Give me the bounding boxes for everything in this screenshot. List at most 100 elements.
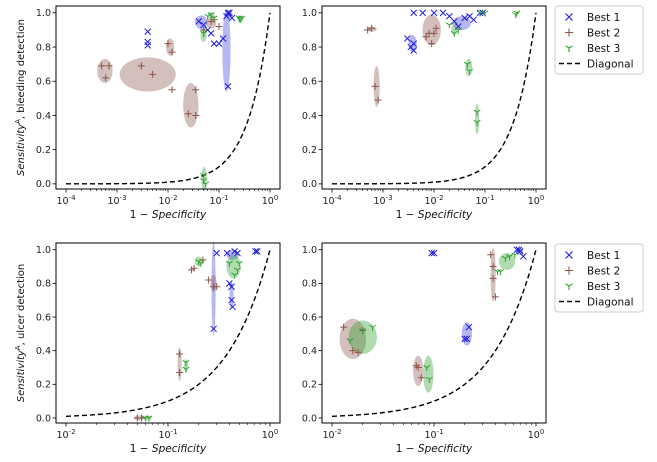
data-point [223,12,230,20]
data-point [461,335,469,343]
data-point [364,26,372,34]
series-best-2 [133,256,221,422]
legend-label: Best 2 [587,27,620,39]
data-point [228,14,236,22]
legend-marker [565,266,573,275]
confidence-ellipse [166,38,175,56]
data-point [466,68,474,75]
x-axis-label: 1 − Specificity [130,443,207,455]
data-point [144,28,152,36]
confidence-ellipse [422,14,441,46]
y-tick-label: 0.0 [302,413,317,424]
data-point [430,9,438,17]
confidence-ellipse [475,103,480,135]
x-tick-label: 10-2 [158,194,177,207]
series-best-3 [141,259,243,422]
y-tick-label: 1.0 [302,245,317,256]
data-point [445,12,453,20]
legend-label: Diagonal [587,296,634,308]
data-point [422,33,430,41]
data-point [410,47,418,54]
data-point [439,9,447,17]
data-point [511,252,519,259]
data-point [197,260,205,267]
data-point [200,26,208,34]
confidence-ellipse [465,59,473,77]
legend-marker [565,13,573,21]
data-point [349,347,357,355]
confidence-ellipse [222,9,231,92]
y-tick-label: 0.0 [36,413,51,424]
legend: Best 1 Best 2 Best 3 Diagonal [554,243,644,313]
diagonal-line [332,12,537,185]
x-tick-label: 10-1 [475,194,494,207]
ellipse-layer [339,248,524,393]
data-point [192,111,200,119]
data-point [425,376,433,383]
data-point [463,61,471,68]
y-tick-label: 0.6 [36,312,51,323]
x-tick-label: 100 [528,428,545,441]
y-axis-label: SensitivityA, bleeding detection [14,19,27,176]
data-point [419,9,427,17]
data-point [190,264,198,272]
data-point [371,82,379,90]
y-tick-label: 0.8 [36,279,51,290]
confidence-ellipse [498,253,516,270]
diagonal-line [331,249,537,417]
legend-marker [565,283,573,290]
data-point [210,40,218,47]
data-point [176,369,184,377]
data-point [210,325,217,333]
y-tick-label: 0.8 [36,42,51,53]
y-tick-label: 0.0 [36,179,51,190]
data-point [423,365,431,372]
data-point [481,10,489,17]
data-point [137,62,145,70]
data-point [497,269,505,276]
legend-marker [565,28,573,37]
data-point [213,283,221,291]
y-tick-label: 0.2 [36,380,51,391]
panel-top-right: 0.0 0.2 0.4 0.6 0.8 1.0 10-4 10-3 10-2 10-1 100 1 −… [302,5,547,221]
x-tick-label: 100 [262,194,279,207]
legend-marker [565,45,573,52]
data-point [354,348,362,356]
legend-label: Diagonal [587,58,634,70]
y-tick-label: 0.8 [302,279,317,290]
diagonal-line [65,249,271,417]
series-best-1 [210,248,261,333]
series-best-1 [428,246,527,343]
data-point [519,253,527,260]
data-point [228,283,235,291]
x-tick-label: 10-3 [373,194,392,207]
x-tick-label: 10-4 [56,194,76,207]
data-point [489,263,497,271]
data-point [463,335,471,343]
x-tick-label: 10-1 [424,428,443,441]
data-point [253,248,261,255]
y-tick-label: 0.6 [302,77,317,88]
legend-label: Best 3 [587,43,620,55]
data-point [513,10,521,17]
data-point [432,24,440,32]
data-point [205,276,213,284]
legend-label: Best 2 [587,265,620,277]
data-point [149,70,157,78]
series-best-3 [200,12,246,188]
x-tick-label: 10-1 [209,194,228,207]
legend-label: Best 1 [587,250,620,262]
data-point [219,35,227,42]
data-point [226,280,233,287]
data-point [105,62,113,70]
data-point [450,30,458,37]
y-tick-label: 0.4 [36,346,51,357]
x-tick-label: 10-1 [158,428,177,441]
legend: Best 1 Best 2 Best 3 Diagonal [554,5,644,75]
data-point [176,350,184,358]
y-tick-label: 0.4 [302,346,317,357]
data-point [473,119,481,126]
y-tick-label: 0.2 [302,145,317,156]
x-tick-label: 10-4 [322,194,342,207]
